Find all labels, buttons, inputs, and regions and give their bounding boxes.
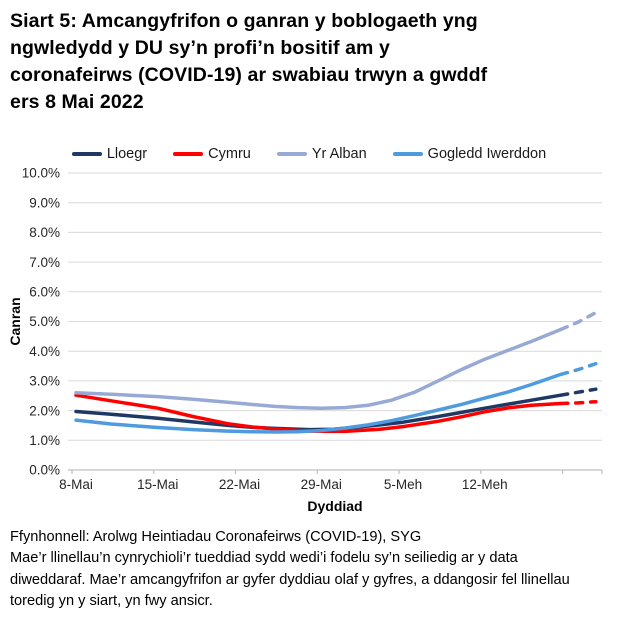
y-tick-label: 4.0% [29, 344, 60, 359]
x-tick-label: 15-Mai [137, 477, 178, 492]
x-axis-title: Dyddiad [307, 498, 362, 514]
y-tick-label: 0.0% [29, 463, 60, 478]
legend-item-cymru: Cymru [173, 146, 251, 162]
series-dashed-line-cymru [558, 399, 598, 406]
y-tick-label: 1.0% [29, 433, 60, 448]
legend-label-cymru: Cymru [208, 146, 251, 162]
y-tick-label: 9.0% [29, 195, 60, 210]
x-tick-label: 8-Mai [59, 477, 93, 492]
legend-item-lloegr: Lloegr [71, 146, 148, 162]
legend-swatch-yr-alban [276, 152, 307, 156]
legend-swatch-gogledd-iwerddon [392, 152, 423, 156]
y-tick-label: 6.0% [29, 285, 60, 300]
footnote-line: toredig yn y siart, yn fwy ansicr. [10, 593, 213, 610]
y-tick-label: 10.0% [22, 166, 60, 181]
source-note: Ffynhonnell: Arolwg Heintiadau Coronafei… [10, 529, 422, 545]
chart-title-line: Siart 5: Amcangyfrifon o ganran y boblog… [10, 10, 478, 32]
series-dashed-line-yr-alban [558, 310, 598, 332]
footnote-line: diweddaraf. Mae’r amcangyfrifon ar gyfer… [10, 571, 570, 588]
legend-label-gogledd-iwerddon: Gogledd Iwerddon [427, 146, 547, 162]
x-tick-label: 5-Meh [384, 477, 422, 492]
x-tick-label: 29-Mai [301, 477, 342, 492]
x-tick-label: 22-Mai [219, 477, 260, 492]
y-tick-label: 5.0% [29, 314, 60, 329]
legend: Lloegr Cymru Yr Alban Gogledd Iwerddon [0, 141, 618, 167]
series-line-gogledd-iwerddon [74, 372, 563, 434]
footnote-line: Mae’r llinellau’n cynrychioli’r tueddiad… [10, 550, 518, 567]
x-tick-label: 12-Meh [462, 477, 508, 492]
chart-title-line: ers 8 Mai 2022 [10, 91, 144, 113]
y-tick-label: 8.0% [29, 225, 60, 240]
series-dashed-line-gogledd-iwerddon [558, 361, 598, 377]
legend-label-yr-alban: Yr Alban [311, 146, 367, 162]
chart-title-line: coronafeirws (COVID-19) ar swabiau trwyn… [10, 64, 488, 86]
legend-item-yr-alban: Yr Alban [276, 146, 367, 162]
y-tick-label: 3.0% [29, 374, 60, 389]
legend-label-lloegr: Lloegr [106, 146, 148, 162]
series-dashed-line-lloegr [558, 387, 598, 397]
legend-swatch-lloegr [71, 152, 102, 156]
y-tick-label: 2.0% [29, 403, 60, 418]
legend-item-gogledd-iwerddon: Gogledd Iwerddon [392, 146, 547, 162]
chart-title-line: ngwledydd y DU sy’n profi’n bositif am y [10, 37, 390, 59]
y-tick-label: 7.0% [29, 255, 60, 270]
chart-svg: 0.0% 1.0% 2.0% 3.0% 4.0% 5.0% 6.0% 7.0% 8.0% 9.0%… [7, 166, 603, 514]
footer: Ffynhonnell: Arolwg Heintiadau Coronafei… [10, 527, 612, 613]
series-line-yr-alban [74, 327, 563, 410]
y-axis-title: Canran [7, 297, 23, 345]
chart-title: Siart 5: Amcangyfrifon o ganran y boblog… [10, 8, 610, 116]
legend-swatch-cymru [173, 152, 204, 156]
series-line-cymru [74, 393, 563, 434]
